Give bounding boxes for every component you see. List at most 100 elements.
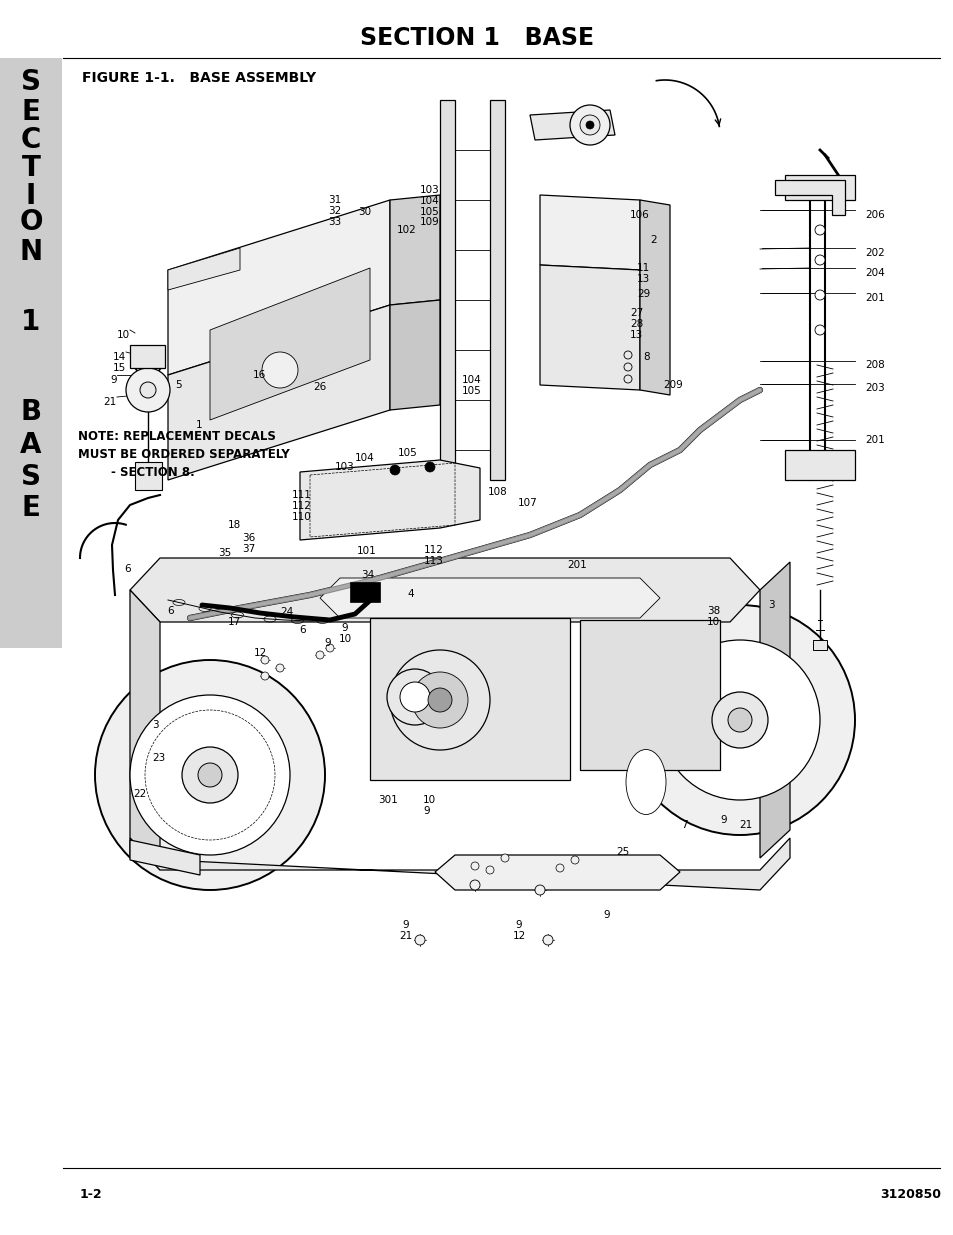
- Text: 103
104
105
109: 103 104 105 109: [419, 185, 439, 227]
- Text: 206: 206: [864, 210, 883, 220]
- Polygon shape: [130, 558, 760, 622]
- Circle shape: [535, 885, 544, 895]
- Circle shape: [814, 325, 824, 335]
- Polygon shape: [774, 180, 844, 215]
- Circle shape: [428, 688, 452, 713]
- Polygon shape: [435, 855, 679, 890]
- Text: S: S: [21, 463, 41, 492]
- Text: 4: 4: [407, 589, 414, 599]
- Circle shape: [727, 708, 751, 732]
- Text: 3: 3: [152, 720, 158, 730]
- Circle shape: [623, 351, 631, 359]
- Text: 204: 204: [864, 268, 883, 278]
- Polygon shape: [784, 175, 854, 200]
- Text: N: N: [19, 238, 43, 266]
- Circle shape: [412, 672, 468, 727]
- Text: 14
15: 14 15: [112, 352, 126, 373]
- Text: SECTION 1   BASE: SECTION 1 BASE: [359, 26, 594, 49]
- Circle shape: [261, 672, 269, 680]
- Circle shape: [711, 692, 767, 748]
- Text: 208: 208: [864, 359, 883, 370]
- Polygon shape: [530, 110, 615, 140]
- Text: 35: 35: [218, 548, 231, 558]
- Circle shape: [814, 225, 824, 235]
- Text: 1: 1: [21, 308, 41, 336]
- Circle shape: [624, 605, 854, 835]
- Text: E: E: [22, 98, 40, 126]
- Text: 10: 10: [117, 330, 130, 340]
- Text: 38
10: 38 10: [706, 606, 720, 627]
- Circle shape: [262, 352, 297, 388]
- Polygon shape: [168, 200, 390, 375]
- Text: 3120850: 3120850: [879, 1188, 940, 1202]
- Text: 6: 6: [124, 564, 131, 574]
- Polygon shape: [130, 839, 789, 890]
- Text: 26: 26: [313, 382, 326, 391]
- Circle shape: [571, 856, 578, 864]
- Circle shape: [182, 747, 237, 803]
- Circle shape: [261, 656, 269, 664]
- Text: FIGURE 1-1.   BASE ASSEMBLY: FIGURE 1-1. BASE ASSEMBLY: [82, 70, 315, 85]
- Text: 1: 1: [195, 420, 202, 430]
- Text: S: S: [21, 68, 41, 96]
- Text: 27
28
13: 27 28 13: [629, 308, 642, 340]
- Circle shape: [470, 881, 479, 890]
- Polygon shape: [390, 195, 439, 305]
- Text: 25: 25: [616, 847, 629, 857]
- Text: O: O: [19, 207, 43, 236]
- Text: 9: 9: [324, 638, 331, 648]
- Text: 5: 5: [174, 380, 181, 390]
- Text: 9
10: 9 10: [338, 622, 352, 643]
- Circle shape: [140, 382, 156, 398]
- Text: T: T: [22, 154, 40, 182]
- Polygon shape: [490, 100, 504, 480]
- Text: 102: 102: [396, 225, 416, 235]
- Bar: [812, 640, 826, 650]
- Text: 9
21: 9 21: [399, 920, 413, 941]
- Text: 31
32
33: 31 32 33: [328, 195, 341, 226]
- Text: 105: 105: [397, 448, 417, 458]
- Circle shape: [485, 866, 494, 874]
- Polygon shape: [168, 248, 240, 290]
- Bar: [0, 58, 62, 648]
- Circle shape: [326, 643, 334, 652]
- Text: 9: 9: [603, 910, 610, 920]
- Text: 201: 201: [864, 293, 883, 303]
- Polygon shape: [210, 268, 370, 420]
- Polygon shape: [639, 200, 669, 395]
- Text: 8: 8: [642, 352, 649, 362]
- Circle shape: [471, 862, 478, 869]
- Text: 301: 301: [377, 795, 397, 805]
- Text: 201: 201: [566, 559, 586, 571]
- Text: 103: 103: [335, 462, 355, 472]
- Text: 7: 7: [680, 820, 687, 830]
- Text: 106: 106: [629, 210, 649, 220]
- Text: 101: 101: [356, 546, 376, 556]
- Ellipse shape: [625, 750, 665, 815]
- Text: 16: 16: [253, 370, 266, 380]
- Polygon shape: [390, 300, 439, 410]
- Circle shape: [399, 682, 430, 713]
- Text: I: I: [26, 182, 36, 210]
- Text: 24: 24: [280, 606, 293, 618]
- Polygon shape: [168, 305, 390, 480]
- Bar: [350, 582, 379, 601]
- Text: B: B: [20, 398, 42, 426]
- Circle shape: [579, 115, 599, 135]
- Text: NOTE: REPLACEMENT DECALS
MUST BE ORDERED SEPARATELY
        - SECTION 8.: NOTE: REPLACEMENT DECALS MUST BE ORDERED…: [78, 430, 290, 479]
- Text: 22: 22: [132, 789, 146, 799]
- Text: 21: 21: [104, 396, 117, 408]
- Polygon shape: [539, 195, 639, 270]
- Circle shape: [415, 935, 424, 945]
- Circle shape: [556, 864, 563, 872]
- Polygon shape: [130, 590, 160, 869]
- Circle shape: [387, 669, 442, 725]
- Text: 108: 108: [488, 487, 507, 496]
- Text: A: A: [20, 431, 42, 459]
- Circle shape: [390, 650, 490, 750]
- Circle shape: [390, 466, 399, 475]
- Text: 6: 6: [167, 606, 173, 616]
- Text: 9
12: 9 12: [512, 920, 525, 941]
- Circle shape: [198, 763, 222, 787]
- Text: 201: 201: [864, 435, 883, 445]
